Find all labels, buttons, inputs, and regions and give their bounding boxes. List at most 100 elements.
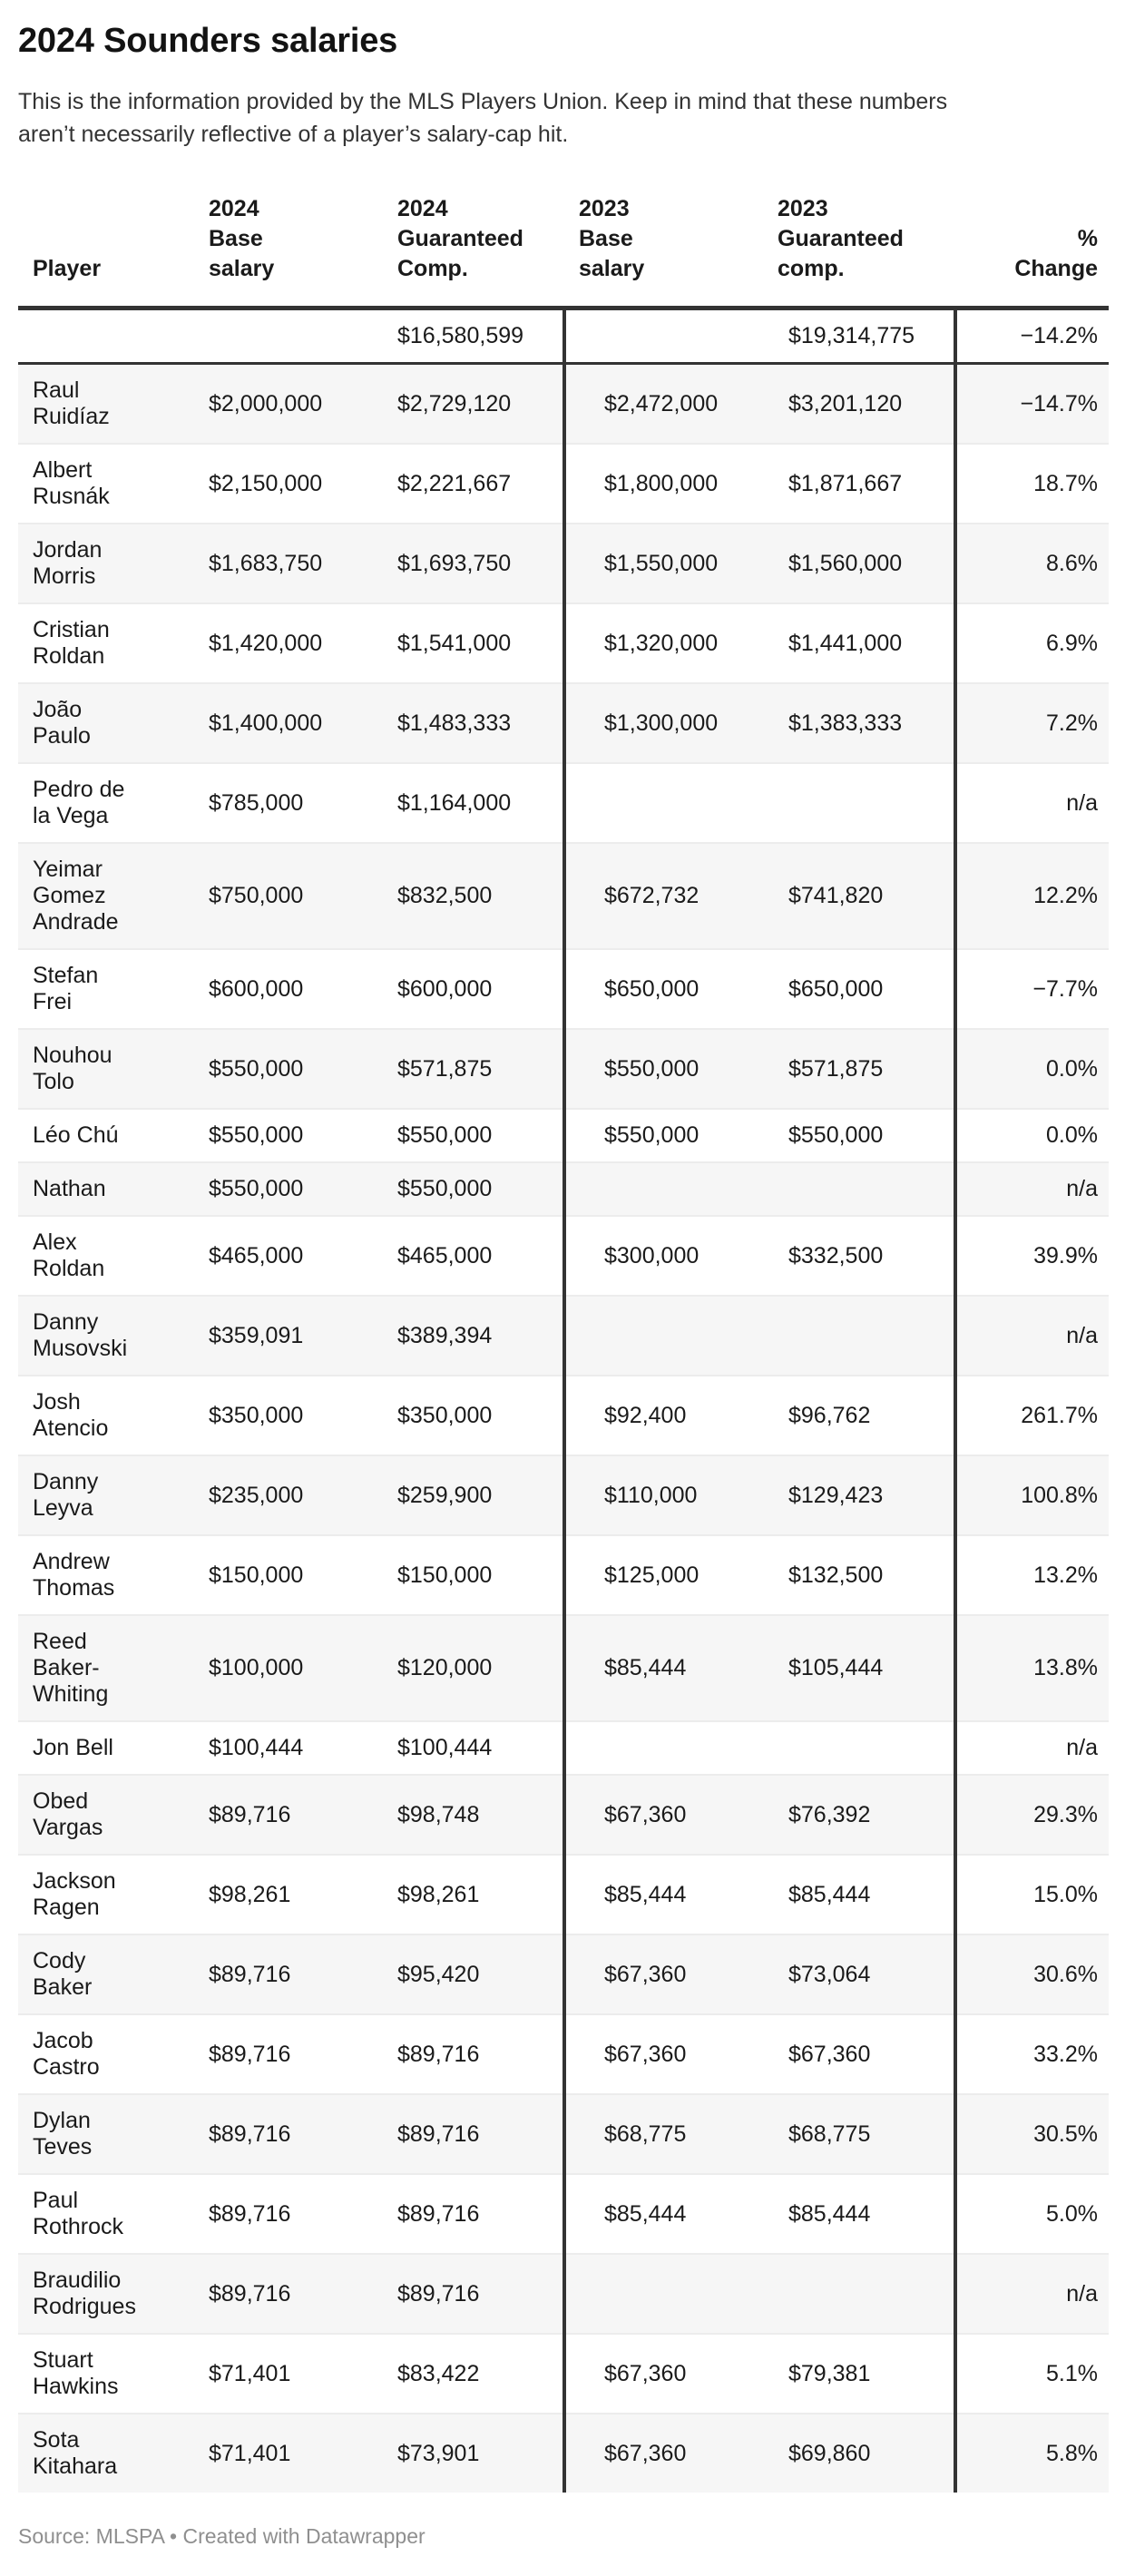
guaranteed-comp-2023-cell: $85,444 [763, 2173, 955, 2254]
base-salary-2024-cell: $71,401 [194, 2413, 383, 2493]
base-salary-2023-cell: $92,400 [562, 1375, 763, 1455]
guaranteed-comp-2023-cell: $69,860 [763, 2413, 955, 2493]
guaranteed-comp-2023-cell: $67,360 [763, 2013, 955, 2094]
guaranteed-comp-2023-cell: $741,820 [763, 842, 955, 949]
base-salary-2023-cell: $67,360 [562, 2413, 763, 2493]
guaranteed-comp-2023-cell [763, 1161, 955, 1216]
totals-2023-base-cell [562, 308, 763, 365]
player-name: Cody Baker [33, 1948, 93, 2000]
chart-subtitle: This is the information provided by the … [18, 89, 948, 147]
guaranteed-comp-2024-cell: $1,541,000 [383, 602, 564, 683]
guaranteed-comp-2024-cell: $120,000 [383, 1614, 564, 1721]
table-row: Danny Leyva $235,000 $259,900 $110,000 $… [18, 1455, 1109, 1535]
header-row: Player 2024 Base salary 2024 Guaranteed … [18, 163, 1109, 310]
player-name-cell: Dylan Teves [18, 2093, 194, 2174]
guaranteed-comp-2023-cell: $68,775 [763, 2093, 955, 2174]
player-name: Jacob Castro [33, 2028, 100, 2080]
player-name: Paul Rothrock [33, 2188, 124, 2239]
pct-change-cell: 5.0% [954, 2173, 1109, 2254]
base-salary-2023-cell: $1,320,000 [562, 602, 763, 683]
guaranteed-comp-2024-cell: $73,901 [383, 2413, 564, 2493]
base-salary-2023-cell: $85,444 [562, 1614, 763, 1721]
player-name: Dylan Teves [33, 2108, 93, 2160]
player-name-cell: Stuart Hawkins [18, 2333, 194, 2414]
base-salary-2023-cell: $125,000 [562, 1534, 763, 1615]
base-salary-2023-cell: $67,360 [562, 1774, 763, 1855]
pct-change-cell: 29.3% [954, 1774, 1109, 1855]
player-name: Stefan Frei [33, 963, 99, 1014]
base-salary-2023-cell: $672,732 [562, 842, 763, 949]
guaranteed-comp-2024-cell: $550,000 [383, 1108, 564, 1162]
player-name: Léo Chú [33, 1122, 119, 1148]
base-salary-2023-cell: $67,360 [562, 2013, 763, 2094]
player-name-cell: Yeimar Gomez Andrade [18, 842, 194, 949]
player-name: Reed Baker-Whiting [33, 1629, 109, 1707]
player-name-cell: Albert Rusnák [18, 443, 194, 524]
table-row: Andrew Thomas $150,000 $150,000 $125,000… [18, 1534, 1109, 1615]
guaranteed-comp-2024-cell: $389,394 [383, 1295, 564, 1376]
base-salary-2023-cell: $1,300,000 [562, 682, 763, 763]
guaranteed-comp-2023-cell: $1,871,667 [763, 443, 955, 524]
totals-player-cell [18, 308, 194, 365]
table-row: Obed Vargas $89,716 $98,748 $67,360 $76,… [18, 1774, 1109, 1855]
guaranteed-comp-2023-cell: $550,000 [763, 1108, 955, 1162]
pct-change-cell: 5.8% [954, 2413, 1109, 2493]
player-name-cell: Jordan Morris [18, 523, 194, 603]
table-row: Stuart Hawkins $71,401 $83,422 $67,360 $… [18, 2333, 1109, 2414]
guaranteed-comp-2024-cell: $2,221,667 [383, 443, 564, 524]
player-name: Obed Vargas [33, 1788, 103, 1840]
pct-change-cell: 6.9% [954, 602, 1109, 683]
player-name-cell: Nouhou Tolo [18, 1028, 194, 1109]
base-salary-2024-cell: $1,683,750 [194, 523, 383, 603]
player-name: Pedro de la Vega [33, 777, 125, 828]
base-salary-2024-cell: $1,400,000 [194, 682, 383, 763]
guaranteed-comp-2023-cell: $76,392 [763, 1774, 955, 1855]
guaranteed-comp-2023-cell [763, 762, 955, 843]
base-salary-2023-cell: $300,000 [562, 1215, 763, 1296]
base-salary-2024-cell: $550,000 [194, 1028, 383, 1109]
guaranteed-comp-2024-cell: $465,000 [383, 1215, 564, 1296]
guaranteed-comp-2023-cell [763, 1295, 955, 1376]
pct-change-cell: 39.9% [954, 1215, 1109, 1296]
base-salary-2024-cell: $89,716 [194, 2093, 383, 2174]
table-row: Stefan Frei $600,000 $600,000 $650,000 $… [18, 948, 1109, 1029]
guaranteed-comp-2024-cell: $2,729,120 [397, 390, 512, 416]
pct-change-cell: 13.2% [954, 1534, 1109, 1615]
column-header-2023-base-salary: 2023 Base salary [564, 163, 763, 310]
guaranteed-comp-2024-cell: $350,000 [383, 1375, 564, 1455]
column-header-pct-change: % Change [955, 163, 1109, 310]
totals-body: $16,580,599 $19,314,775 −14.2% [18, 308, 1109, 365]
guaranteed-comp-2023-cell: $3,201,120 [788, 390, 903, 416]
player-name: Alex Roldan [33, 1229, 105, 1281]
guaranteed-comp-2024-cell: $95,420 [383, 1934, 564, 2014]
table-row: Raul Ruidíaz $2,000,000 $2,729,120 $2,47… [18, 363, 1109, 444]
table-row: Jordan Morris $1,683,750 $1,693,750 $1,5… [18, 523, 1109, 603]
player-name: Braudilio Rodrigues [33, 2267, 136, 2319]
base-salary-2024-cell: $89,716 [194, 1774, 383, 1855]
guaranteed-comp-2023-cell: $96,762 [763, 1375, 955, 1455]
guaranteed-comp-2023-cell: $129,423 [763, 1455, 955, 1535]
player-name: Cristian Roldan [33, 617, 110, 669]
base-salary-2024-cell: $89,716 [194, 2253, 383, 2334]
base-salary-2023-cell: $650,000 [562, 948, 763, 1029]
player-name-cell: Paul Rothrock [18, 2173, 194, 2254]
base-salary-2024-cell: $465,000 [194, 1215, 383, 1296]
base-salary-2023-cell: $550,000 [562, 1028, 763, 1109]
pct-change-cell: 18.7% [954, 443, 1109, 524]
guaranteed-comp-2024-cell: $550,000 [383, 1161, 564, 1216]
source-credit: Source: MLSPA • Created with Datawrapper [18, 2524, 426, 2548]
pct-change-cell: 5.1% [954, 2333, 1109, 2414]
guaranteed-comp-2023-cell: $132,500 [763, 1534, 955, 1615]
player-name-cell: Danny Leyva [18, 1455, 194, 1535]
guaranteed-comp-2023-cell: $650,000 [763, 948, 955, 1029]
base-salary-2023-cell [562, 762, 763, 843]
player-name: Jon Bell [33, 1735, 113, 1760]
column-header-2024-base-salary: 2024 Base salary [194, 163, 383, 310]
player-name-cell: João Paulo [18, 682, 194, 763]
base-salary-2024-cell: $89,716 [194, 2013, 383, 2094]
pct-change-cell: 100.8% [954, 1455, 1109, 1535]
table-row: Cristian Roldan $1,420,000 $1,541,000 $1… [18, 602, 1109, 683]
base-salary-2024-cell: $150,000 [194, 1534, 383, 1615]
player-name: Sota Kitahara [33, 2427, 118, 2479]
base-salary-2024-cell: $98,261 [194, 1854, 383, 1934]
